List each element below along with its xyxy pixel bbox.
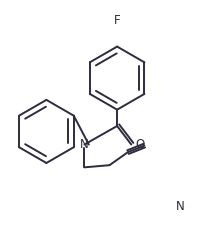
- Text: O: O: [136, 138, 145, 151]
- Text: F: F: [114, 14, 120, 27]
- Text: N: N: [80, 138, 89, 151]
- Text: N: N: [176, 200, 185, 213]
